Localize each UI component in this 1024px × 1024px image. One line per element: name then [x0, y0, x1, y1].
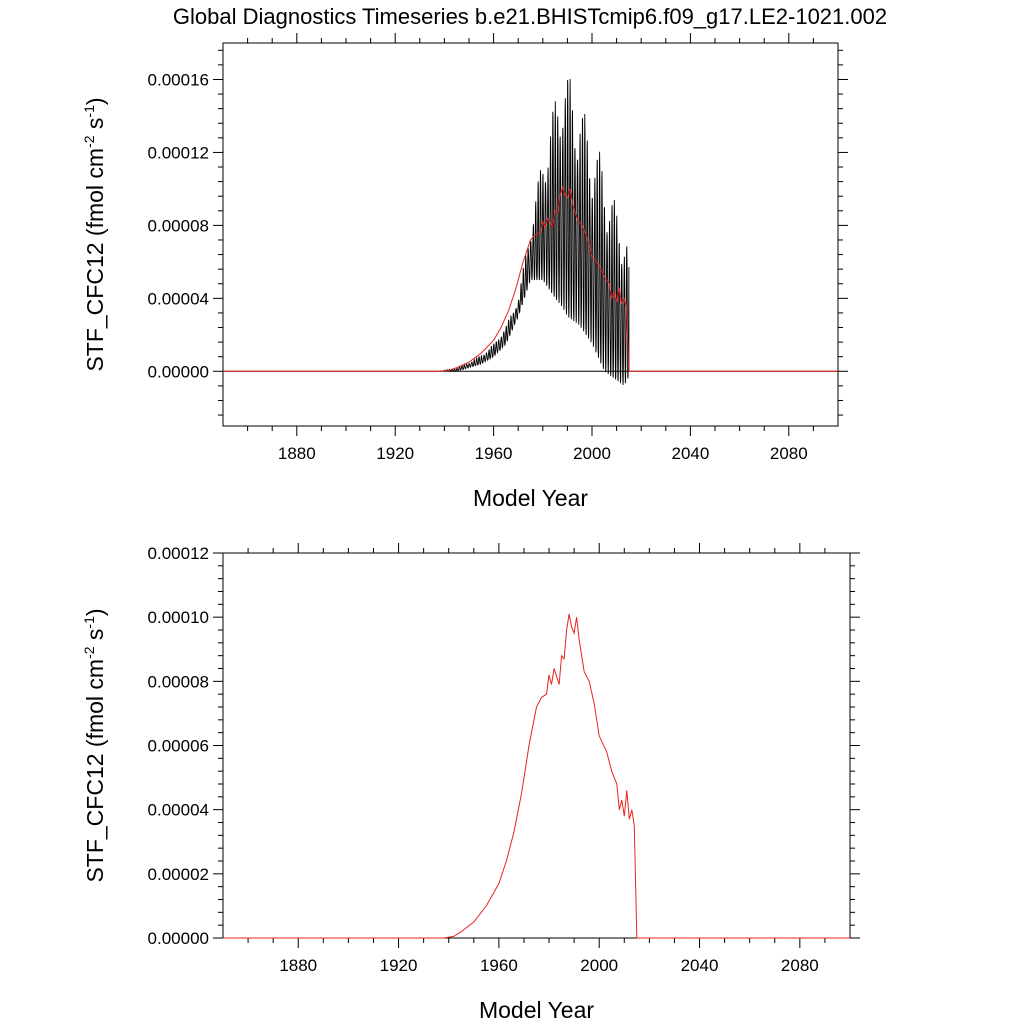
y-axis-label: STF_CFC12 (fmol cm-2 s-1): [81, 97, 108, 371]
y-tick-label: 0.00002: [148, 865, 209, 884]
y-tick-label: 0.00012: [148, 544, 209, 563]
x-tick-label: 1960: [480, 956, 518, 975]
x-tick-label: 1880: [278, 444, 316, 463]
x-tick-label: 2000: [580, 956, 618, 975]
plot-frame: [222, 42, 839, 427]
y-tick-label: 0.00010: [148, 608, 209, 627]
x-tick-label: 1920: [376, 444, 414, 463]
x-tick-label: 2080: [781, 956, 819, 975]
plot-frame: [222, 552, 851, 939]
y-tick-label: 0.00004: [148, 289, 209, 308]
x-tick-label: 1880: [279, 956, 317, 975]
monthly-series-line: [439, 78, 630, 386]
y-tick-label: 0.00000: [148, 929, 209, 948]
x-tick-label: 1960: [475, 444, 513, 463]
top-panel: 1880 1920 1960 2000 2040 2080 0.00000 0.00004 0.…: [81, 33, 848, 511]
bottom-panel: 1880 1920 1960 2000 2040 2080 0.00000 0.00002 0.…: [81, 543, 860, 1023]
y-tick-label: 0.00012: [148, 143, 209, 162]
x-tick-label: 2040: [681, 956, 719, 975]
y-tick-label: 0.00006: [148, 737, 209, 756]
y-tick-label: 0.00000: [148, 362, 209, 381]
annual-series-line: [223, 613, 850, 939]
y-tick-label: 0.00004: [148, 801, 209, 820]
annual-series-line: [223, 185, 838, 372]
x-tick-label: 1920: [380, 956, 418, 975]
y-tick-label: 0.00008: [148, 672, 209, 691]
x-tick-label: 2080: [770, 444, 808, 463]
y-tick-label: 0.00008: [148, 216, 209, 235]
x-axis-label: Model Year: [473, 485, 588, 511]
figure-title: Global Diagnostics Timeseries b.e21.BHIS…: [173, 4, 887, 29]
x-tick-label: 2000: [573, 444, 611, 463]
x-axis-label: Model Year: [479, 997, 594, 1023]
y-axis-label: STF_CFC12 (fmol cm-2 s-1): [81, 608, 108, 882]
x-tick-label: 2040: [671, 444, 709, 463]
y-tick-label: 0.00016: [148, 70, 209, 89]
